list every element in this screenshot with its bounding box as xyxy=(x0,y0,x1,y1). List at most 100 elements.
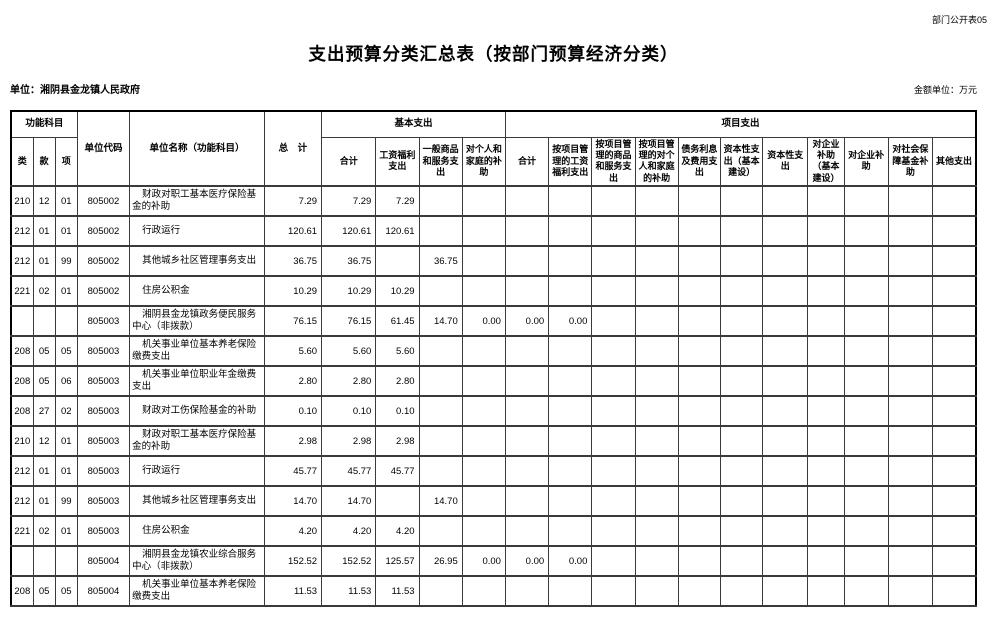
cell-value xyxy=(375,245,420,277)
header-basic-personal: 对个人和家庭的补助 xyxy=(461,136,506,187)
cell-unit-code: 805004 xyxy=(76,575,131,607)
cell-unit-name: 湘阴县金龙镇政务便民服务中心（非拨款） xyxy=(129,305,265,337)
cell-func-class: 208 xyxy=(10,575,34,607)
cell-func-item: 02 xyxy=(54,395,78,427)
cell-value: 5.60 xyxy=(321,335,377,367)
cell-value xyxy=(461,365,506,397)
cell-value: 2.98 xyxy=(321,425,377,457)
cell-func-section: 05 xyxy=(32,575,56,607)
cell-value xyxy=(634,515,679,547)
cell-value: 76.15 xyxy=(321,305,377,337)
cell-value xyxy=(762,215,809,247)
cell-func-class: 208 xyxy=(10,335,34,367)
cell-value xyxy=(762,485,809,517)
cell-value xyxy=(548,485,593,517)
cell-value: 14.70 xyxy=(418,305,463,337)
cell-value: 45.77 xyxy=(263,455,323,487)
header-proj-goods: 按项目管理的商品和服务支出 xyxy=(591,136,636,187)
cell-value xyxy=(591,395,636,427)
cell-value xyxy=(843,455,889,487)
cell-value: 36.75 xyxy=(263,245,323,277)
cell-func-class: 212 xyxy=(10,455,34,487)
cell-value xyxy=(461,215,506,247)
header-proj-other: 其他支出 xyxy=(932,136,977,187)
cell-value: 120.61 xyxy=(321,215,377,247)
cell-value xyxy=(461,185,506,217)
cell-value: 4.20 xyxy=(375,515,420,547)
cell-value xyxy=(887,305,934,337)
cell-value xyxy=(677,485,721,517)
cell-value xyxy=(418,365,463,397)
cell-func-item: 01 xyxy=(54,215,78,247)
cell-value: 11.53 xyxy=(375,575,420,607)
cell-value xyxy=(719,485,764,517)
cell-value: 2.98 xyxy=(375,425,420,457)
header-proj-wage: 按项目管理的工资福利支出 xyxy=(548,136,593,187)
cell-unit-name: 湘阴县金龙镇农业综合服务中心（非拨款） xyxy=(129,545,265,577)
cell-value xyxy=(762,515,809,547)
cell-value xyxy=(504,425,550,457)
cell-value: 76.15 xyxy=(263,305,323,337)
cell-value xyxy=(887,365,934,397)
cell-value xyxy=(375,485,420,517)
cell-value xyxy=(887,185,934,217)
cell-value xyxy=(548,575,593,607)
cell-value xyxy=(843,485,889,517)
cell-value xyxy=(719,455,764,487)
cell-func-section: 12 xyxy=(32,185,56,217)
cell-value xyxy=(591,365,636,397)
cell-value xyxy=(461,575,506,607)
cell-value xyxy=(887,485,934,517)
header-basic-wage: 工资福利支出 xyxy=(375,136,420,187)
cell-value xyxy=(807,515,845,547)
cell-func-item: 99 xyxy=(54,245,78,277)
cell-unit-name: 行政运行 xyxy=(129,215,265,247)
cell-value xyxy=(843,335,889,367)
cell-value xyxy=(807,365,845,397)
cell-value xyxy=(418,335,463,367)
cell-value xyxy=(504,275,550,307)
cell-unit-name: 其他城乡社区管理事务支出 xyxy=(129,485,265,517)
cell-unit-name: 财政对工伤保险基金的补助 xyxy=(129,395,265,427)
cell-value xyxy=(677,365,721,397)
table-row: 212 01 01 805002 行政运行 120.61 120.61 120.61 xyxy=(10,215,977,247)
cell-func-section: 01 xyxy=(32,245,56,277)
cell-value xyxy=(887,425,934,457)
table-row: 208 05 05 805004 机关事业单位基本养老保险缴费支出 11.53 11.53 1… xyxy=(10,575,977,607)
cell-unit-code: 805003 xyxy=(76,455,131,487)
cell-value xyxy=(591,275,636,307)
cell-func-section: 01 xyxy=(32,455,56,487)
cell-func-item: 01 xyxy=(54,275,78,307)
cell-value xyxy=(843,185,889,217)
cell-value: 2.80 xyxy=(321,365,377,397)
cell-value xyxy=(504,365,550,397)
cell-unit-name: 机关事业单位职业年金缴费支出 xyxy=(129,365,265,397)
table-row: 212 01 99 805002 其他城乡社区管理事务支出 36.75 36.75 36.75 xyxy=(10,245,977,277)
cell-value xyxy=(591,425,636,457)
cell-func-class: 212 xyxy=(10,215,34,247)
cell-value xyxy=(634,545,679,577)
cell-value xyxy=(634,485,679,517)
cell-value xyxy=(677,425,721,457)
cell-value xyxy=(887,395,934,427)
cell-value: 120.61 xyxy=(263,215,323,247)
cell-value: 11.53 xyxy=(321,575,377,607)
cell-value xyxy=(762,335,809,367)
subhead: 单位：湘阴县金龙镇人民政府 金额单位：万元 xyxy=(10,81,977,96)
cell-value xyxy=(504,515,550,547)
cell-value xyxy=(504,185,550,217)
header-unit-name: 单位名称（功能科目） xyxy=(129,110,265,187)
cell-value xyxy=(807,395,845,427)
cell-value xyxy=(719,365,764,397)
cell-value: 152.52 xyxy=(321,545,377,577)
cell-func-item: 01 xyxy=(54,515,78,547)
table-row: 221 02 01 805002 住房公积金 10.29 10.29 10.29 xyxy=(10,275,977,307)
cell-value xyxy=(932,575,977,607)
cell-value xyxy=(548,185,593,217)
table-row: 208 05 06 805003 机关事业单位职业年金缴费支出 2.80 2.80 2.80 xyxy=(10,365,977,397)
cell-value xyxy=(932,545,977,577)
cell-value xyxy=(418,575,463,607)
cell-func-item: 06 xyxy=(54,365,78,397)
cell-unit-code: 805004 xyxy=(76,545,131,577)
cell-value xyxy=(719,335,764,367)
